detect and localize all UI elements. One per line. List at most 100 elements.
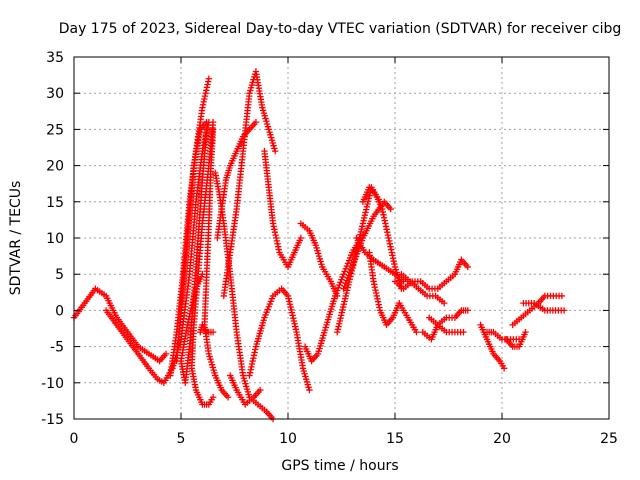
data-point <box>292 323 299 330</box>
data-point <box>341 295 349 302</box>
data-point <box>224 394 232 401</box>
data-points <box>70 68 568 423</box>
data-point <box>291 320 298 327</box>
series-arc21 <box>366 249 420 336</box>
data-point <box>336 317 344 325</box>
data-point <box>342 292 349 300</box>
data-point <box>413 328 420 336</box>
data-point <box>288 309 296 316</box>
data-point <box>184 321 191 329</box>
data-point <box>292 326 300 333</box>
data-point <box>284 292 292 300</box>
data-point <box>287 303 294 311</box>
data-point <box>334 328 341 336</box>
data-point <box>290 314 297 322</box>
y-tick-label: 20 <box>46 159 64 175</box>
series-arc9 <box>212 169 277 423</box>
data-point <box>286 301 294 308</box>
data-point <box>334 326 342 333</box>
series-arc12 <box>227 372 264 408</box>
y-tick-label: 25 <box>46 122 64 138</box>
data-point <box>359 223 366 230</box>
data-point <box>339 306 346 314</box>
data-point <box>362 206 370 213</box>
data-point <box>203 118 210 126</box>
series-arc30 <box>520 299 568 314</box>
y-tick-label: 10 <box>46 231 64 247</box>
axis-ticks <box>73 56 610 420</box>
x-tick-labels: 0 5 10 15 20 25 <box>70 431 618 447</box>
data-point <box>358 225 365 233</box>
data-point <box>558 292 566 300</box>
data-point <box>162 350 170 358</box>
data-point <box>188 304 195 312</box>
data-point <box>187 307 194 315</box>
data-point <box>209 394 217 401</box>
data-point <box>256 386 264 394</box>
data-point <box>361 214 368 222</box>
data-point <box>357 231 364 238</box>
data-point <box>188 302 196 309</box>
data-point <box>464 307 471 314</box>
data-point <box>285 295 292 302</box>
y-tick-label: 5 <box>55 267 64 283</box>
data-point <box>271 147 279 155</box>
y-tick-label: 35 <box>46 50 64 66</box>
series-arc8 <box>201 126 232 401</box>
y-tick-label: 30 <box>46 86 64 102</box>
data-point <box>357 228 365 236</box>
data-point <box>362 209 369 216</box>
series-arc11 <box>220 68 279 300</box>
x-axis-label: GPS time / hours <box>281 458 398 474</box>
series-arc24 <box>419 307 471 343</box>
x-tick-label: 20 <box>493 431 511 447</box>
data-point <box>286 298 293 305</box>
data-point <box>339 303 347 311</box>
data-point <box>364 200 371 208</box>
data-point <box>338 309 346 316</box>
data-point <box>360 217 367 224</box>
data-point <box>343 287 351 294</box>
data-point <box>306 386 313 394</box>
data-point <box>365 195 373 202</box>
data-point <box>464 263 471 271</box>
data-point <box>297 234 305 242</box>
data-point <box>340 301 348 308</box>
data-point <box>289 312 296 319</box>
data-point <box>184 318 192 326</box>
data-point <box>387 205 394 213</box>
series-arc14 <box>246 285 313 394</box>
x-tick-label: 15 <box>386 431 404 447</box>
chart-title: Day 175 of 2023, Sidereal Day-to-day VTE… <box>59 21 622 37</box>
data-point <box>335 320 343 327</box>
series-arc1 <box>70 285 170 365</box>
data-point <box>335 323 342 330</box>
data-point <box>460 328 467 336</box>
series-arc28 <box>503 328 529 350</box>
data-point <box>205 75 213 82</box>
data-point <box>441 299 448 307</box>
y-tick-label: -10 <box>41 376 64 392</box>
data-point <box>363 203 371 211</box>
data-point <box>337 314 344 322</box>
data-point <box>359 220 367 227</box>
data-point <box>288 306 295 314</box>
y-tick-label: -15 <box>41 412 64 428</box>
data-point <box>522 328 529 336</box>
series-arc29 <box>509 292 566 329</box>
series-arc26 <box>477 321 508 372</box>
series-arc23 <box>398 271 448 307</box>
data-point <box>186 310 194 317</box>
y-tick-label: 15 <box>46 195 64 211</box>
y-axis-label: SDTVAR / TECUs <box>8 181 24 296</box>
data-point <box>400 278 407 285</box>
data-point <box>337 312 345 319</box>
data-point <box>343 289 350 297</box>
data-point <box>209 328 217 336</box>
data-point <box>185 316 192 323</box>
y-tick-labels: -15 -10 -5 0 5 10 15 20 25 30 35 <box>41 50 64 428</box>
data-point <box>341 298 348 305</box>
series-arc4 <box>173 118 210 365</box>
